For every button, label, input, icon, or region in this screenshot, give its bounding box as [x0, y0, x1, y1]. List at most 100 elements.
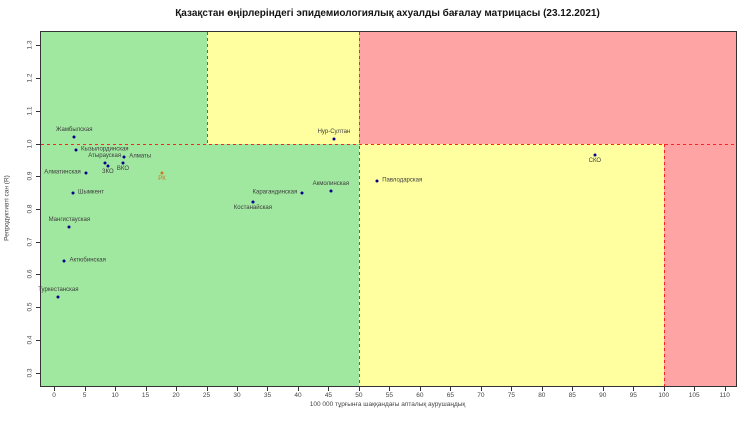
data-point-label: Мангистауская: [48, 216, 91, 223]
x-tick-label: 5: [82, 392, 87, 399]
x-tick-mark: [115, 387, 117, 391]
x-tick-label: 105: [688, 392, 700, 399]
threshold-line-x50-full: [358, 32, 360, 386]
zone-lower-yellow: [358, 143, 664, 386]
data-point: [160, 171, 164, 175]
data-point: [375, 179, 379, 183]
data-point: [332, 137, 336, 141]
y-tick-label: 0.4: [26, 335, 34, 345]
x-tick-label: 70: [477, 392, 485, 399]
x-tick-mark: [237, 387, 238, 391]
data-point-label: Шымкент: [78, 189, 105, 196]
data-point: [71, 191, 75, 195]
data-point-label: СКО: [588, 158, 602, 165]
data-point-label: Акмолинская: [312, 181, 350, 187]
x-tick-mark: [663, 387, 665, 391]
y-tick-mark: [36, 372, 40, 374]
data-point: [67, 225, 71, 229]
data-point: [122, 155, 126, 159]
y-tick-label: 1.0: [26, 139, 34, 149]
x-tick-label: 75: [507, 392, 515, 399]
x-tick-label: 0: [52, 392, 56, 399]
x-tick-label: 30: [233, 392, 241, 399]
data-point-label: Нур-Султан: [317, 128, 351, 135]
threshold-line-x100-lower: [663, 143, 665, 386]
x-tick-label: 65: [446, 392, 454, 399]
data-point: [300, 191, 304, 195]
y-axis-title: Репродуктивті сан (R): [3, 175, 11, 241]
x-tick-mark: [389, 387, 391, 391]
y-tick-label: 1.2: [26, 73, 34, 83]
x-tick-label: 85: [568, 392, 576, 399]
x-tick-label: 55: [385, 392, 394, 399]
y-tick-label: 1.3: [26, 40, 34, 50]
x-tick-mark: [602, 387, 604, 391]
x-tick-mark: [54, 387, 56, 391]
data-point-label: Жамбылская: [55, 127, 93, 134]
x-tick-label: 50: [355, 392, 363, 399]
data-point-label: ВКО: [116, 166, 130, 173]
plot-area: Жамбылская Кызылординская Атырауская ЗКО Алм…: [38, 31, 737, 387]
data-point: [72, 135, 76, 139]
y-tick-label: 0.5: [26, 302, 34, 312]
data-point: [121, 161, 125, 165]
y-tick-label: 0.3: [26, 368, 34, 378]
y-tick-label: 0.7: [26, 237, 34, 247]
y-tick-mark: [36, 339, 40, 341]
y-tick-mark: [36, 78, 40, 80]
data-point-label: РК: [158, 176, 166, 182]
x-tick-label: 45: [324, 392, 333, 399]
y-tick-mark: [36, 274, 40, 276]
y-tick-mark: [36, 241, 40, 243]
y-tick-label: 0.8: [26, 204, 34, 214]
data-point-label: Карагандинская: [252, 189, 298, 196]
data-point-label: Алматинская: [44, 169, 81, 176]
y-tick-mark: [36, 143, 40, 145]
data-point-label: Кызылординская: [81, 146, 129, 153]
x-tick-mark: [297, 387, 299, 391]
data-point-label: Алматы: [129, 153, 152, 160]
x-tick-mark: [633, 387, 635, 391]
x-tick-mark: [724, 387, 726, 391]
data-point: [74, 148, 78, 152]
data-point: [103, 161, 107, 165]
data-point-label: Атырауская: [88, 153, 122, 160]
data-point-label: ЗКО: [101, 169, 114, 176]
data-point-label: Туркестанская: [38, 287, 79, 294]
zone-upper-red: [358, 32, 736, 144]
x-tick-mark: [358, 387, 360, 391]
data-point: [106, 164, 110, 168]
data-point-label: Павлодарская: [382, 177, 423, 184]
x-tick-mark: [176, 387, 178, 391]
y-tick-mark: [36, 209, 40, 210]
x-tick-label: 10: [111, 392, 119, 399]
y-tick-label: 0.9: [26, 171, 34, 181]
x-tick-label: 95: [629, 392, 637, 399]
x-tick-mark: [84, 387, 86, 391]
chart-title: Қазақстан өңірлеріндегі эпидемиологиялық…: [175, 8, 600, 19]
y-tick-label: 1.1: [26, 106, 34, 116]
threshold-line-x25-upper: [206, 32, 208, 144]
y-tick-label: 0.6: [26, 269, 34, 279]
x-tick-mark: [480, 387, 482, 391]
data-point: [593, 153, 597, 157]
data-point: [251, 200, 255, 204]
y-tick-mark: [36, 45, 40, 47]
data-point: [56, 295, 60, 299]
x-tick-label: 25: [202, 392, 211, 399]
threshold-line-y1: [41, 143, 736, 145]
y-tick-mark: [36, 307, 40, 309]
data-point: [62, 259, 66, 263]
zone-lower-green: [41, 143, 359, 386]
x-tick-mark: [694, 387, 696, 391]
data-point: [329, 189, 333, 193]
zone-lower-red: [663, 143, 736, 386]
x-axis-title: 100 000 тұрғынға шаққандағы апталық ауру…: [309, 401, 466, 408]
x-tick-mark: [267, 387, 269, 391]
x-tick-label: 35: [263, 392, 272, 399]
data-point-label: Костанайская: [233, 205, 272, 212]
x-tick-mark: [541, 387, 543, 391]
x-tick-mark: [145, 387, 147, 391]
x-tick-label: 80: [538, 392, 546, 399]
